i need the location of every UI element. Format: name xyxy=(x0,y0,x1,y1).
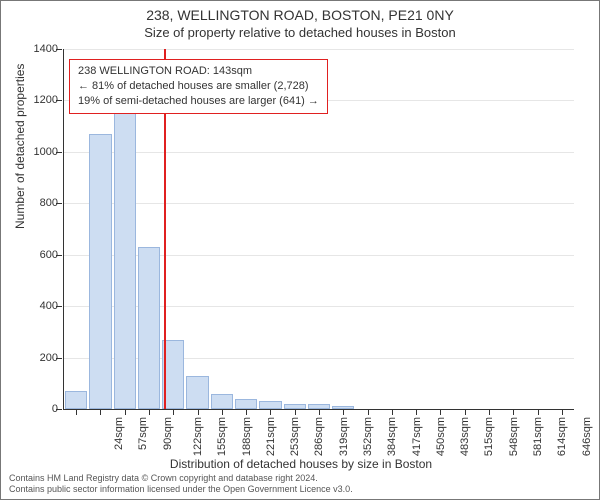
footer: Contains HM Land Registry data © Crown c… xyxy=(9,473,353,495)
bar xyxy=(186,376,208,409)
y-tick-label: 0 xyxy=(18,403,58,415)
y-tick-label: 400 xyxy=(18,300,58,312)
info-box: 238 WELLINGTON ROAD: 143sqm← 81% of deta… xyxy=(69,59,328,114)
footer-line-1: Contains HM Land Registry data © Crown c… xyxy=(9,473,353,484)
gridline xyxy=(64,152,574,153)
chart-title: 238, WELLINGTON ROAD, BOSTON, PE21 0NY xyxy=(1,7,599,23)
x-tick-label: 122sqm xyxy=(192,417,204,456)
bar xyxy=(65,391,87,409)
gridline xyxy=(64,203,574,204)
x-tick-label: 417sqm xyxy=(411,417,423,456)
x-tick-label: 188sqm xyxy=(241,417,253,456)
x-tick xyxy=(343,409,344,415)
x-tick-label: 90sqm xyxy=(162,417,174,450)
bar xyxy=(259,401,281,409)
bar xyxy=(89,134,111,409)
info-box-line: ← 81% of detached houses are smaller (2,… xyxy=(78,79,319,94)
x-tick-label: 24sqm xyxy=(113,417,125,450)
x-tick xyxy=(149,409,150,415)
x-tick-label: 581sqm xyxy=(532,417,544,456)
x-tick-label: 646sqm xyxy=(581,417,593,456)
chart-frame: 238, WELLINGTON ROAD, BOSTON, PE21 0NY S… xyxy=(0,0,600,500)
x-tick xyxy=(392,409,393,415)
x-tick xyxy=(295,409,296,415)
x-tick-label: 352sqm xyxy=(362,417,374,456)
x-tick xyxy=(100,409,101,415)
x-tick xyxy=(246,409,247,415)
x-tick xyxy=(222,409,223,415)
bar xyxy=(235,399,257,409)
x-tick-label: 253sqm xyxy=(289,417,301,456)
footer-line-2: Contains public sector information licen… xyxy=(9,484,353,495)
x-tick xyxy=(489,409,490,415)
x-tick xyxy=(465,409,466,415)
y-tick-label: 800 xyxy=(18,197,58,209)
x-tick-label: 450sqm xyxy=(435,417,447,456)
x-tick xyxy=(125,409,126,415)
x-tick xyxy=(513,409,514,415)
bar xyxy=(138,247,160,409)
x-axis-label: Distribution of detached houses by size … xyxy=(1,457,600,471)
gridline xyxy=(64,49,574,50)
x-tick xyxy=(440,409,441,415)
x-tick-label: 548sqm xyxy=(508,417,520,456)
x-tick xyxy=(270,409,271,415)
info-box-line: 19% of semi-detached houses are larger (… xyxy=(78,94,319,109)
bar xyxy=(114,106,136,409)
x-tick xyxy=(538,409,539,415)
x-tick xyxy=(368,409,369,415)
x-tick-label: 155sqm xyxy=(216,417,228,456)
x-tick-label: 483sqm xyxy=(459,417,471,456)
x-tick-label: 319sqm xyxy=(338,417,350,456)
x-tick-label: 221sqm xyxy=(265,417,277,456)
x-tick xyxy=(319,409,320,415)
bar xyxy=(211,394,233,409)
x-tick xyxy=(173,409,174,415)
x-tick-label: 614sqm xyxy=(556,417,568,456)
x-tick xyxy=(416,409,417,415)
y-tick-label: 1200 xyxy=(18,94,58,106)
x-tick xyxy=(76,409,77,415)
x-tick-label: 515sqm xyxy=(484,417,496,456)
y-tick-label: 1400 xyxy=(18,43,58,55)
x-tick-label: 57sqm xyxy=(137,417,149,450)
y-tick-label: 1000 xyxy=(18,146,58,158)
info-box-line: 238 WELLINGTON ROAD: 143sqm xyxy=(78,64,319,79)
x-tick xyxy=(562,409,563,415)
x-tick xyxy=(198,409,199,415)
chart-subtitle: Size of property relative to detached ho… xyxy=(1,25,599,40)
x-tick-label: 286sqm xyxy=(314,417,326,456)
x-tick-label: 384sqm xyxy=(386,417,398,456)
y-tick-label: 200 xyxy=(18,352,58,364)
y-tick-label: 600 xyxy=(18,249,58,261)
